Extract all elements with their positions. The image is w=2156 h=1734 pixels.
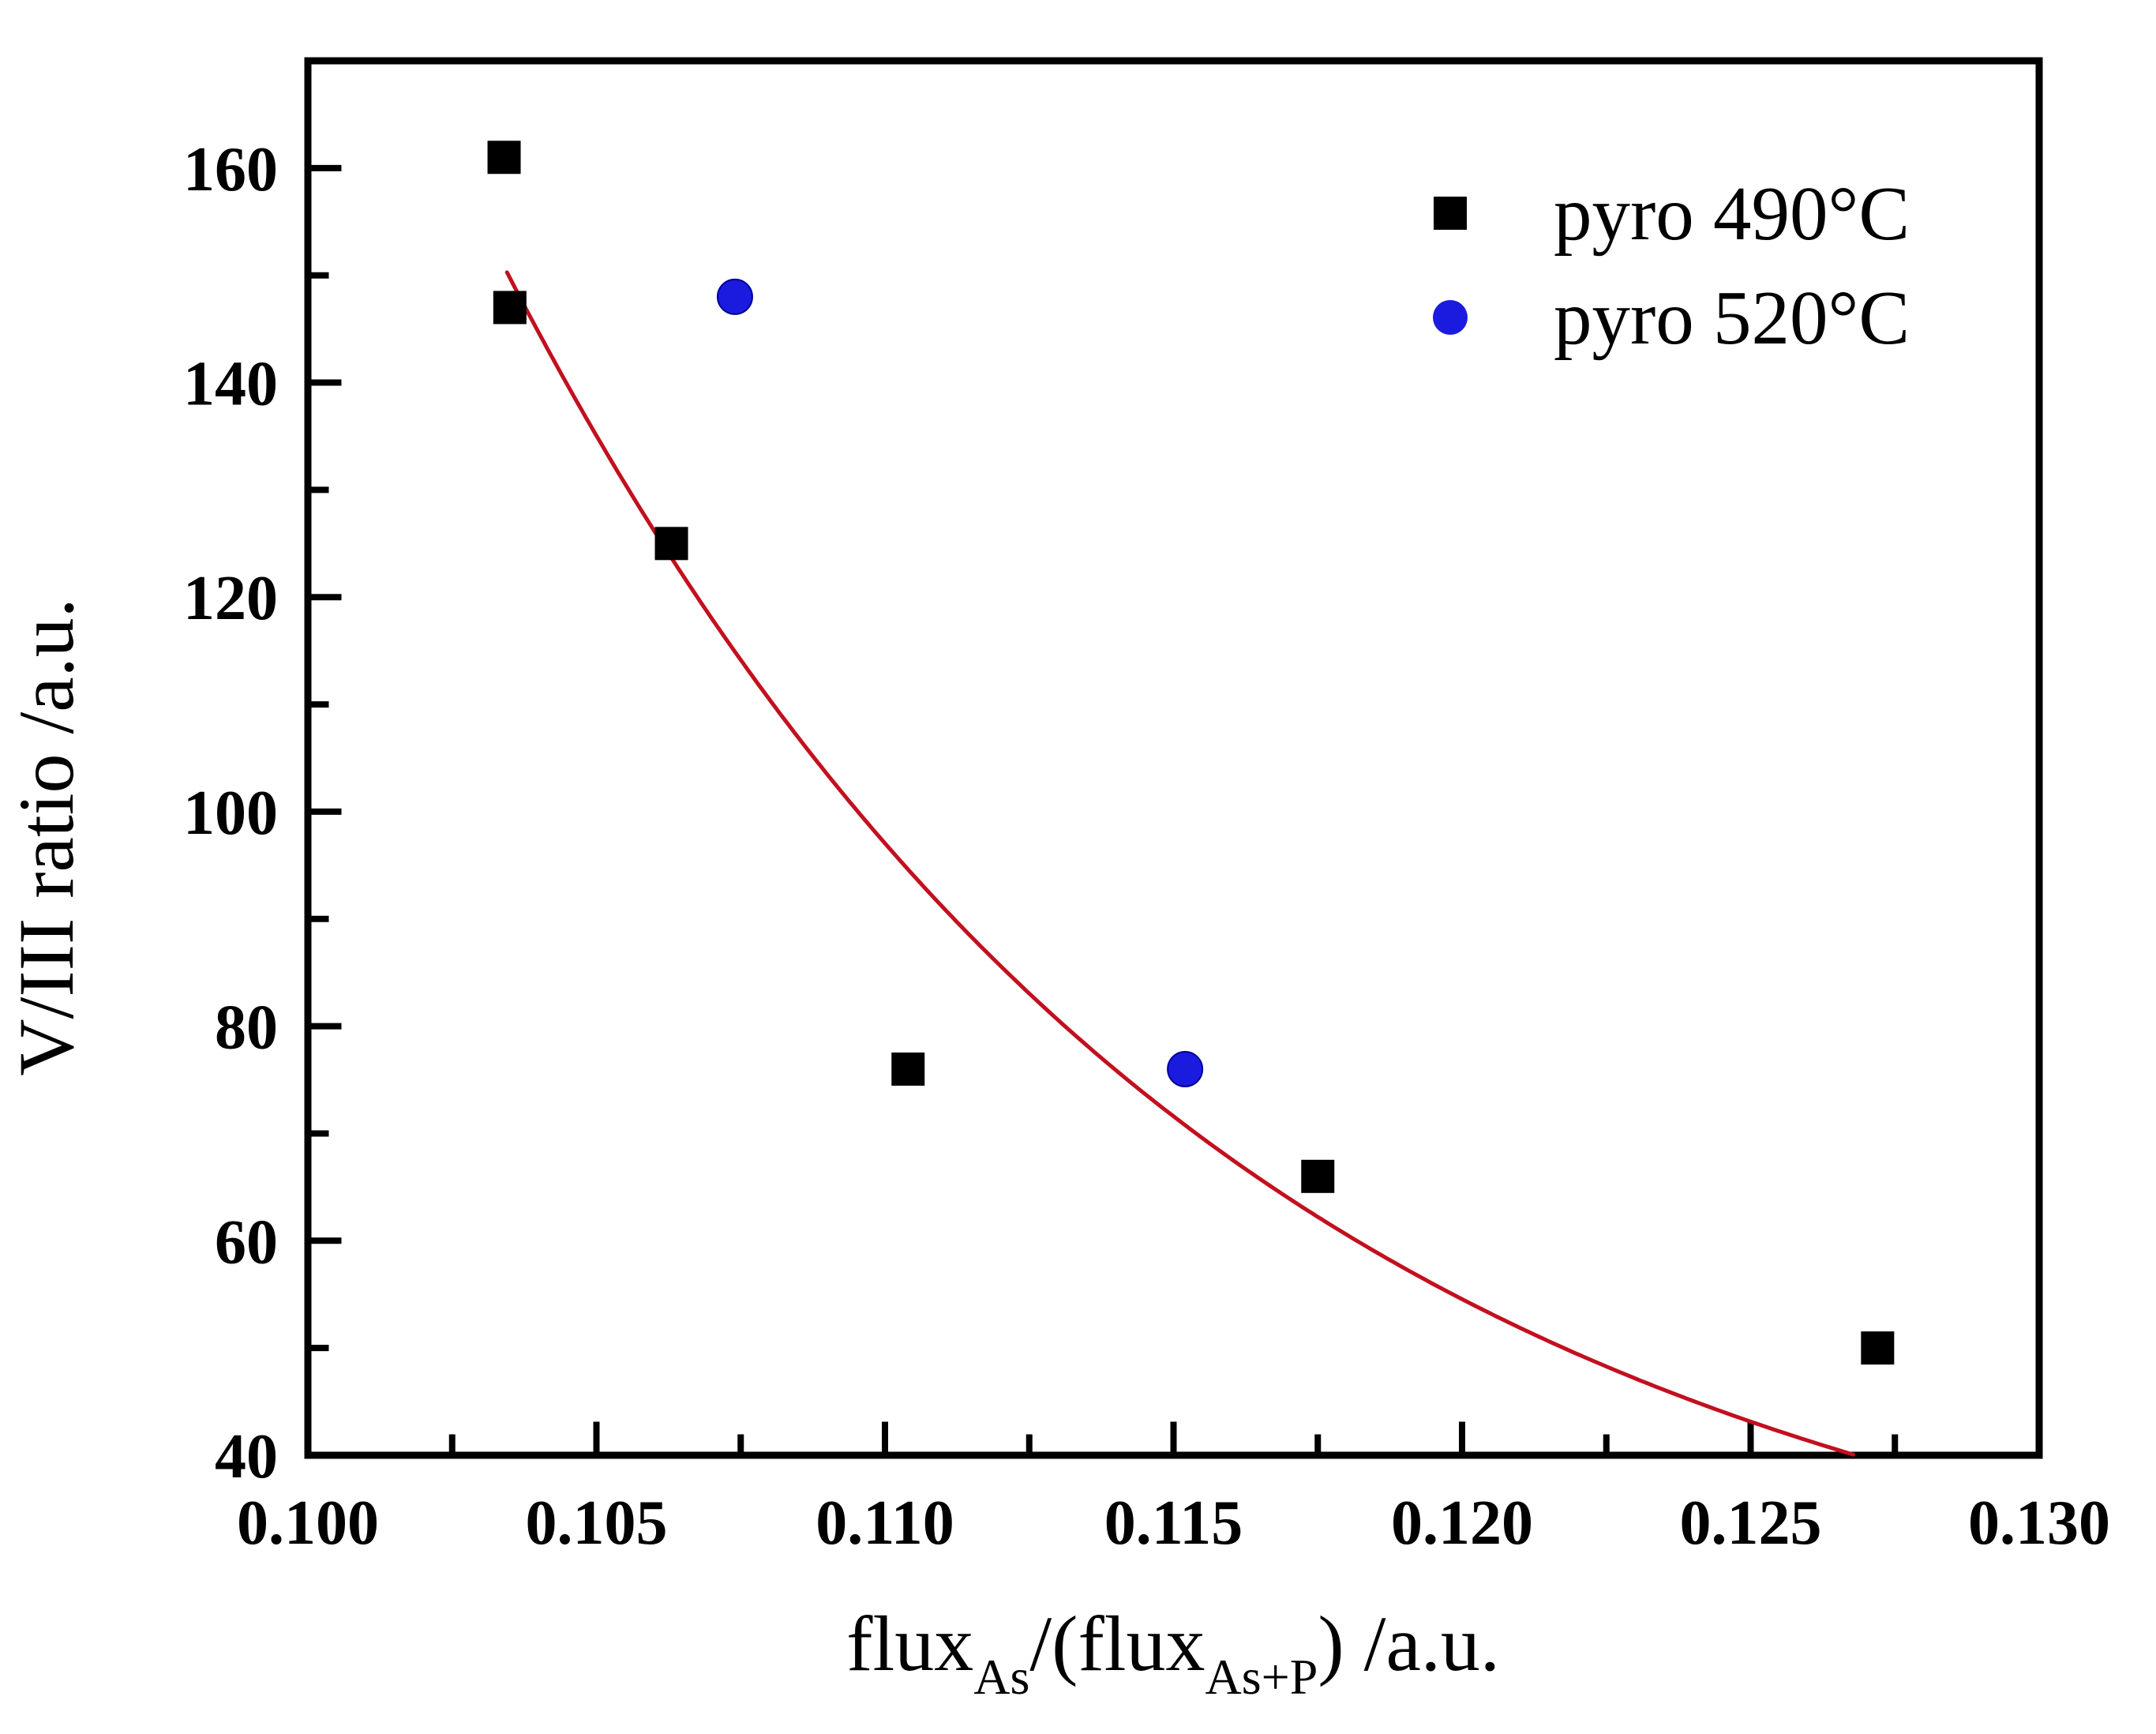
x-axis-title-subscript: As+P xyxy=(1205,1649,1318,1705)
x-tick-label: 0.110 xyxy=(816,1488,954,1558)
x-tick-label: 0.130 xyxy=(1968,1488,2110,1558)
x-tick-label: 0.120 xyxy=(1391,1488,1533,1558)
x-axis-title-text: ) /a.u. xyxy=(1318,1600,1499,1687)
data-point-square xyxy=(493,291,527,325)
x-axis-title-text: flux xyxy=(846,1600,973,1687)
legend-marker-circle xyxy=(1433,300,1468,335)
y-tick-label: 140 xyxy=(183,350,278,419)
y-tick-label: 40 xyxy=(215,1422,278,1492)
y-tick-label: 120 xyxy=(183,564,278,633)
x-tick-label: 0.115 xyxy=(1104,1488,1243,1558)
x-tick-label: 0.125 xyxy=(1680,1488,1822,1558)
data-point-square xyxy=(1301,1159,1335,1193)
data-point-circle xyxy=(716,278,753,315)
x-axis-title: fluxAs/(fluxAs+P) /a.u. xyxy=(846,1600,1500,1705)
data-point-square xyxy=(1861,1331,1895,1365)
x-tick-label: 0.105 xyxy=(526,1488,668,1558)
x-axis-title-subscript: As xyxy=(973,1649,1029,1705)
plot-border xyxy=(304,57,2043,1459)
y-tick-label: 160 xyxy=(183,135,278,205)
data-point-circle xyxy=(1167,1050,1204,1087)
fit-curve-line xyxy=(504,270,1855,1457)
data-point-square xyxy=(487,141,521,175)
y-axis-title: V/III ratio /a.u. xyxy=(2,598,90,1075)
x-tick-label: 0.100 xyxy=(237,1488,379,1558)
legend: pyro 490°C pyro 520°C xyxy=(1433,171,1910,360)
data-point-square xyxy=(891,1052,925,1086)
x-axis-title-text: /(flux xyxy=(1029,1600,1205,1687)
legend-label: pyro 520°C xyxy=(1554,276,1910,360)
y-tick-label: 80 xyxy=(215,993,278,1063)
y-tick-label: 100 xyxy=(183,779,278,848)
legend-marker-square xyxy=(1434,197,1467,230)
y-tick-label: 60 xyxy=(215,1207,278,1277)
data-point-square xyxy=(654,527,688,561)
legend-label: pyro 490°C xyxy=(1554,171,1910,256)
